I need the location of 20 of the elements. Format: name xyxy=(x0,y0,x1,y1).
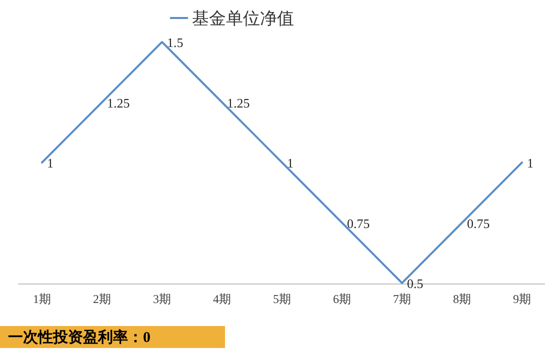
x-tick-label: 3期 xyxy=(153,292,171,306)
x-tick-label: 5期 xyxy=(273,292,291,306)
text: 一次性投资盈利率：0 xyxy=(8,328,150,346)
x-tick-label: 6期 xyxy=(333,292,351,306)
data-label: 0.5 xyxy=(407,276,424,291)
data-label: 1 xyxy=(287,156,294,170)
data-label: 0.75 xyxy=(467,216,490,231)
x-tick-label: 1期 xyxy=(33,292,51,306)
x-tick-label: 7期 xyxy=(393,292,411,306)
data-label: 1.25 xyxy=(107,95,130,110)
x-tick-label: 4期 xyxy=(213,292,231,306)
data-label: 1 xyxy=(527,156,534,170)
data-label: 0.75 xyxy=(347,216,370,231)
x-tick-label: 2期 xyxy=(93,292,111,306)
x-tick-label: 9期 xyxy=(513,292,531,306)
x-tick-label: 8期 xyxy=(453,292,471,306)
data-label: 1.25 xyxy=(227,95,250,110)
data-label: 1.5 xyxy=(167,35,184,50)
data-label: 1 xyxy=(47,156,54,170)
legend-label: 基金单位净值 xyxy=(192,9,294,28)
